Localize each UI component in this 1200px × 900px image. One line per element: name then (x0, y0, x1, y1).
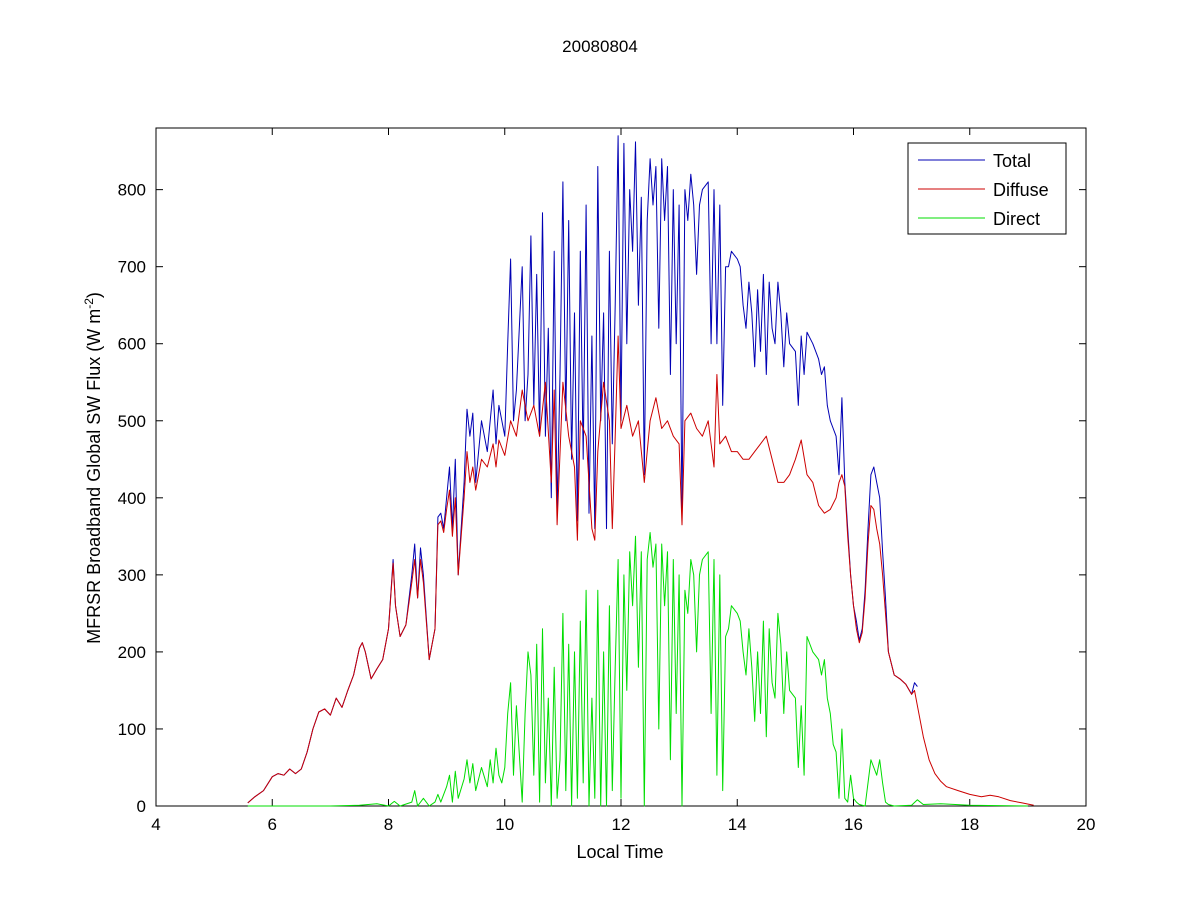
x-axis-label: Local Time (576, 842, 663, 862)
y-axis-ticks: 0 100 200 300 400 500 600 700 800 (118, 181, 1086, 816)
y-tick-label: 200 (118, 643, 146, 662)
x-axis-ticks: 4 6 8 10 12 14 16 18 20 (151, 128, 1095, 834)
y-tick-label: 600 (118, 335, 146, 354)
x-tick-label: 16 (844, 815, 863, 834)
series-lines (247, 135, 1034, 807)
x-tick-label: 4 (151, 815, 160, 834)
y-tick-label: 800 (118, 181, 146, 200)
legend-label-direct: Direct (993, 209, 1040, 229)
y-axis-label-main: MFRSR Broadband Global SW Flux (W m (84, 309, 104, 644)
x-tick-label: 14 (728, 815, 747, 834)
x-tick-label: 12 (612, 815, 631, 834)
legend: Total Diffuse Direct (907, 142, 1067, 235)
x-tick-label: 8 (384, 815, 393, 834)
y-tick-label: 500 (118, 412, 146, 431)
plot-area: 4 6 8 10 12 14 16 18 20 0 100 200 300 400 500 600 700 80… (118, 127, 1095, 834)
y-axis-label: MFRSR Broadband Global SW Flux (W m-2) (82, 292, 104, 644)
x-tick-label: 20 (1077, 815, 1096, 834)
x-tick-label: 10 (495, 815, 514, 834)
axes-box (155, 127, 1087, 807)
series-line-diffuse (247, 335, 1034, 806)
legend-label-diffuse: Diffuse (993, 180, 1049, 200)
y-tick-label: 100 (118, 720, 146, 739)
y-tick-label: 700 (118, 258, 146, 277)
x-tick-label: 18 (960, 815, 979, 834)
x-tick-label: 6 (268, 815, 277, 834)
series-line-direct (247, 532, 1028, 807)
y-tick-label: 0 (137, 797, 146, 816)
y-axis-label-superscript: -2 (82, 298, 96, 309)
legend-label-total: Total (993, 151, 1031, 171)
y-tick-label: 300 (118, 566, 146, 585)
y-axis-label-close: ) (84, 292, 104, 298)
chart-title: 20080804 (562, 37, 638, 56)
y-tick-label: 400 (118, 489, 146, 508)
